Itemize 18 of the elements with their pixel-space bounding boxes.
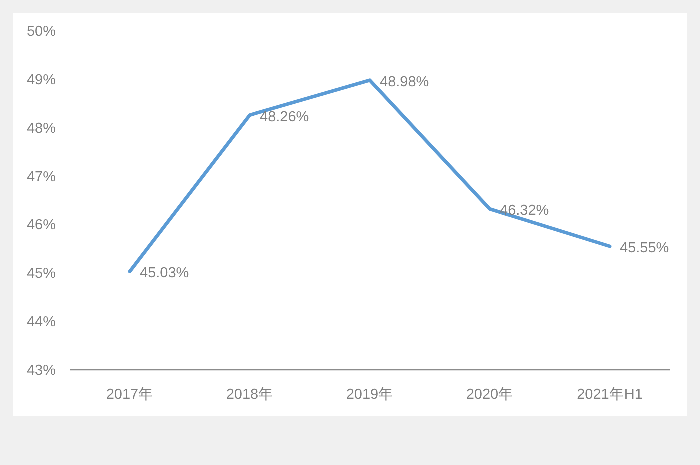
y-tick-label: 48% [26, 120, 56, 137]
y-tick-label: 44% [26, 314, 56, 331]
data-label: 48.98% [380, 74, 430, 90]
x-tick-label: 2017年 [106, 386, 154, 403]
data-label: 45.03% [140, 266, 190, 282]
x-tick-label: 2019年 [346, 386, 394, 403]
x-tick-label: 2020年 [466, 386, 514, 403]
data-label: 45.55% [620, 240, 670, 257]
y-tick-label: 49% [26, 72, 56, 88]
y-tick-label: 46% [26, 218, 56, 234]
x-tick-label: 2021年H1 [577, 386, 643, 403]
y-tick-label: 50% [26, 24, 56, 40]
x-tick-label: 2018年 [226, 386, 274, 403]
y-tick-label: 47% [26, 169, 56, 186]
data-label: 48.26% [260, 109, 310, 126]
data-label: 46.32% [500, 203, 550, 220]
y-tick-label: 45% [26, 266, 56, 282]
y-tick-label: 43% [26, 363, 56, 379]
